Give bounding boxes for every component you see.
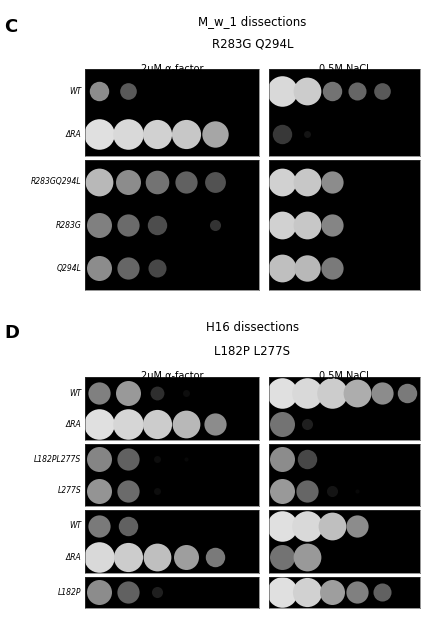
Text: ΔRA: ΔRA	[66, 553, 81, 561]
Text: 0.5M NaCl: 0.5M NaCl	[319, 64, 369, 73]
Text: WT: WT	[69, 521, 81, 531]
Text: D: D	[4, 323, 19, 342]
Text: L182P L277S: L182P L277S	[214, 344, 290, 357]
Text: WT: WT	[69, 389, 81, 397]
Text: C: C	[4, 18, 17, 36]
Text: R283GQ294L: R283GQ294L	[31, 177, 81, 186]
Text: 2μM α-factor: 2μM α-factor	[141, 371, 203, 381]
Text: R283G: R283G	[56, 220, 81, 230]
Text: Q294L: Q294L	[56, 264, 81, 273]
Text: ΔRA: ΔRA	[66, 130, 81, 139]
Text: 2μM α-factor: 2μM α-factor	[141, 64, 203, 73]
Text: M_w_1 dissections: M_w_1 dissections	[198, 15, 307, 28]
Text: ΔRA: ΔRA	[66, 420, 81, 429]
Text: H16 dissections: H16 dissections	[206, 321, 299, 334]
Text: L182P: L182P	[58, 588, 81, 597]
Text: L277S: L277S	[58, 486, 81, 495]
Text: 0.5M NaCl: 0.5M NaCl	[319, 371, 369, 381]
Text: WT: WT	[69, 86, 81, 96]
Text: L182PL277S: L182PL277S	[34, 455, 81, 464]
Text: R283G Q294L: R283G Q294L	[212, 38, 293, 51]
